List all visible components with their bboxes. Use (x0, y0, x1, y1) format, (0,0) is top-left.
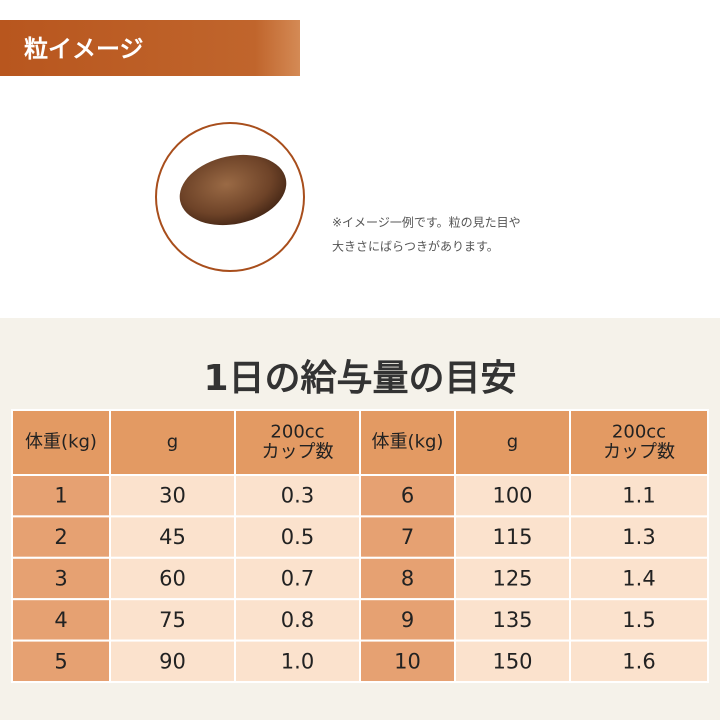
table-cell (109, 598, 236, 642)
cell-text: 1.4 (622, 567, 655, 591)
cell-text: 10 (394, 649, 421, 673)
cell-text: 45 (159, 525, 186, 549)
cell-text: 0.8 (281, 608, 314, 632)
cell-text: 0.3 (281, 484, 314, 508)
note-line: 大きさにばらつきがあります。 (332, 239, 499, 254)
header-cell (11, 409, 111, 476)
table-cell (109, 556, 236, 601)
cell-text: 1.1 (622, 484, 655, 508)
table-cell (359, 639, 456, 683)
table-cell (454, 515, 571, 559)
cell-text: 75 (159, 608, 186, 632)
table-cell (454, 474, 571, 518)
cell-text: 1.3 (622, 525, 655, 549)
table-cell (569, 639, 709, 683)
cell-text: 2 (54, 525, 67, 549)
table-cell (109, 474, 236, 518)
header-text: g (507, 432, 518, 453)
header-text: カップ数 (262, 442, 334, 463)
cell-text: 60 (159, 567, 186, 591)
table-cell (569, 515, 709, 559)
cell-text: 0.5 (281, 525, 314, 549)
header-cell (234, 409, 361, 476)
header-text: 体重(kg) (25, 432, 97, 453)
header-cell (454, 409, 571, 476)
cell-text: 90 (159, 649, 186, 673)
table-cell (11, 639, 111, 683)
table-cell (234, 515, 361, 559)
note-line: ※イメージ一例です。粒の見た目や (332, 215, 521, 230)
cell-text: 135 (492, 608, 532, 632)
cell-text: 3 (54, 567, 67, 591)
cell-text: 125 (492, 567, 532, 591)
header-banner (0, 20, 300, 76)
header-cell (359, 409, 456, 476)
cell-text: 30 (159, 484, 186, 508)
table-cell (11, 515, 111, 559)
kibble-image (179, 154, 287, 226)
cell-text: 9 (401, 608, 414, 632)
table-cell (569, 474, 709, 518)
cell-text: 4 (54, 608, 67, 632)
cell-text: 115 (492, 525, 532, 549)
cell-text: 0.7 (281, 567, 314, 591)
table-cell (109, 639, 236, 683)
cell-text: 6 (401, 484, 414, 508)
header-text: 200cc (270, 422, 324, 443)
table-cell (454, 598, 571, 642)
cell-text: 5 (54, 649, 67, 673)
cell-text: 1 (54, 484, 67, 508)
cell-text: 150 (492, 649, 532, 673)
section-title: 1日の給与量の目安 (203, 358, 516, 399)
header-text: g (167, 432, 178, 453)
cell-text: 100 (492, 484, 532, 508)
header-text: カップ数 (603, 442, 675, 463)
header-text: 体重(kg) (372, 432, 444, 453)
cell-text: 1.6 (622, 649, 655, 673)
cell-text: 1.0 (281, 649, 314, 673)
table-cell (11, 598, 111, 642)
cell-text: 8 (401, 567, 414, 591)
cell-text: 7 (401, 525, 414, 549)
table-cell (359, 556, 456, 601)
header-title: 粒イメージ (24, 35, 144, 63)
table-cell (234, 639, 361, 683)
cell-text: 1.5 (622, 608, 655, 632)
header-text: 200cc (612, 422, 666, 443)
